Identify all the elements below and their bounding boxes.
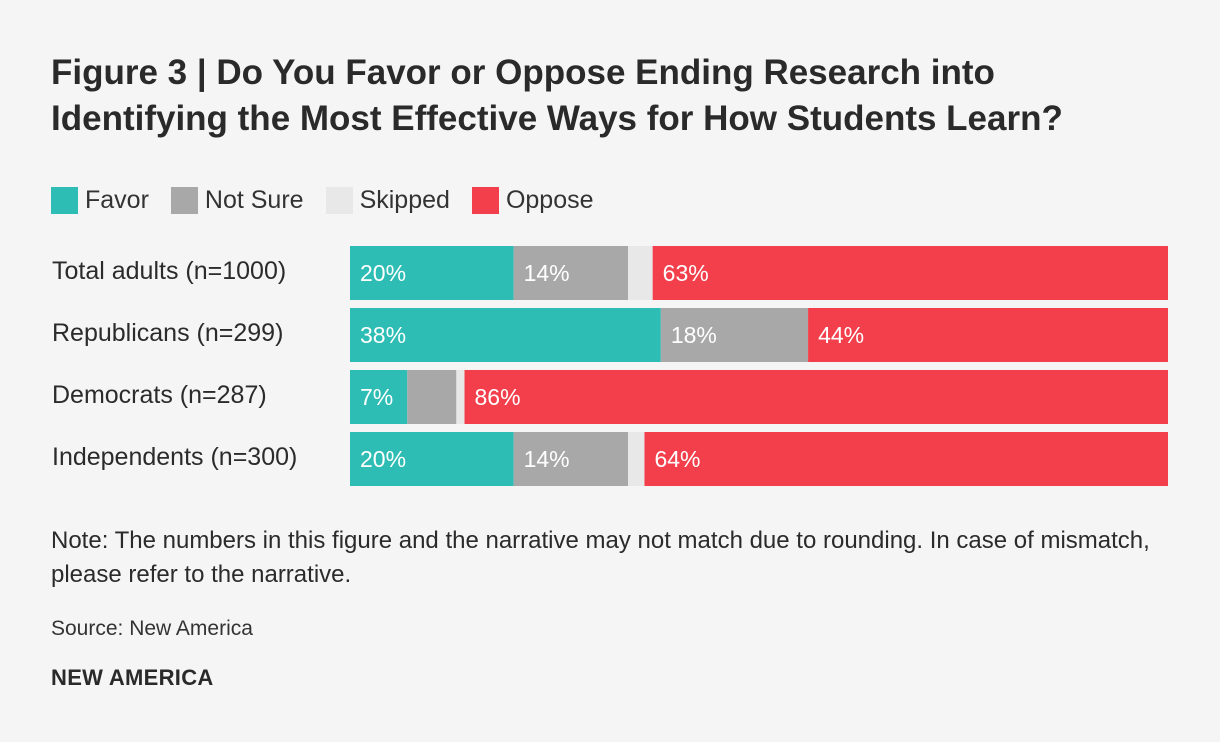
data-label: 20% — [360, 260, 406, 286]
legend-swatch-favor — [51, 186, 78, 214]
bar-segment-skipped — [456, 370, 465, 424]
category-label: Democrats (n=287) — [52, 381, 267, 409]
bar-segment-skipped — [628, 246, 653, 300]
data-label: 20% — [360, 446, 406, 472]
chart-title: Figure 3 | Do You Favor or Oppose Ending… — [51, 53, 1063, 138]
legend-swatch-skipped — [325, 186, 353, 214]
legend-item-favor: Favor — [51, 186, 149, 215]
legend-swatch-not-sure — [170, 186, 198, 214]
legend-item-oppose: Oppose — [471, 185, 594, 215]
data-label: 18% — [671, 322, 717, 348]
data-label: 7% — [360, 384, 393, 410]
data-label: 38% — [360, 322, 406, 348]
bar-segment-favor — [350, 308, 661, 362]
bar-segment-not-sure — [407, 370, 457, 424]
data-label: 14% — [524, 260, 570, 286]
bar-segment-favor — [350, 432, 514, 486]
bar-segment-not-sure — [513, 432, 629, 486]
legend-label-skipped: Skipped — [359, 185, 450, 214]
legend-label-not-sure: Not Sure — [204, 185, 304, 214]
legend-label-oppose: Oppose — [505, 185, 594, 214]
category-label: Independents (n=300) — [52, 443, 298, 471]
bar-segment-skipped — [628, 432, 645, 486]
bar-segment-favor — [350, 246, 514, 300]
bar-segment-favor — [350, 370, 408, 424]
data-label: 14% — [524, 446, 570, 472]
category-label: Republicans (n=299) — [52, 319, 284, 347]
bar-segment-not-sure — [513, 246, 629, 300]
legend: Favor Not Sure Skipped Oppose — [51, 184, 616, 216]
data-label: 63% — [663, 260, 709, 286]
data-label: 86% — [475, 384, 521, 410]
bar-segment-oppose — [652, 246, 1168, 300]
legend-swatch-oppose — [471, 186, 499, 214]
legend-item-skipped: Skipped — [325, 185, 450, 215]
brand-logo: NEW AMERICA — [51, 665, 214, 690]
bar-segment-not-sure — [660, 308, 809, 362]
chart-note: Note: The numbers in this figure and the… — [51, 527, 1150, 588]
data-label: 44% — [818, 322, 864, 348]
category-label: Total adults (n=1000) — [52, 257, 287, 285]
legend-label-favor: Favor — [85, 185, 149, 214]
bar-segment-oppose — [464, 370, 1168, 424]
legend-item-not-sure: Not Sure — [170, 185, 304, 215]
bar-segment-oppose — [644, 432, 1168, 486]
bar-segment-oppose — [808, 308, 1168, 362]
data-label: 64% — [654, 446, 700, 472]
source-text: Source: New America — [51, 617, 253, 640]
